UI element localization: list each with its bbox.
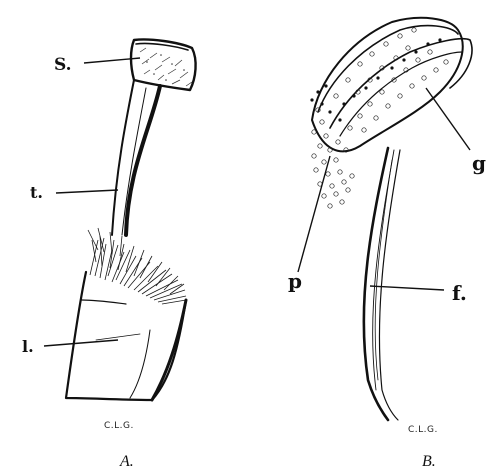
figure-a: S. t. l. C.L.G. A. <box>22 38 197 470</box>
leader-lines-b <box>297 87 471 291</box>
figure-b: g p f. C.L.G. B. <box>288 16 486 470</box>
hair-tuft <box>87 227 187 305</box>
caption-b: B. <box>422 453 436 470</box>
label-f: f. <box>452 281 467 305</box>
label-s: S. <box>54 55 72 75</box>
label-g: g <box>472 151 486 175</box>
label-t: t. <box>30 183 43 202</box>
style-tube <box>111 79 162 237</box>
filament <box>362 146 401 422</box>
stigma-shape <box>129 38 197 92</box>
leader-lines-a <box>43 57 141 347</box>
caption-a: A. <box>119 453 134 470</box>
anther-lobes <box>311 16 473 153</box>
label-l: l. <box>22 337 34 356</box>
signature-b: C.L.G. <box>408 425 438 435</box>
ovary-body <box>64 270 188 402</box>
signature-a: C.L.G. <box>104 421 134 431</box>
label-p: p <box>288 269 302 293</box>
pollen-dots <box>310 38 442 122</box>
pollen-grains <box>311 27 449 209</box>
